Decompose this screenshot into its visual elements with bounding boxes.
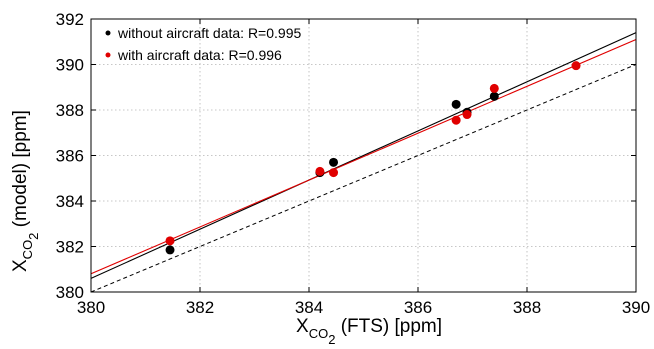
data-point-series-0 (451, 99, 461, 109)
y-axis-label: XCO2 (model) [ppm] (10, 110, 41, 272)
data-point-series-0 (329, 157, 339, 167)
data-point-series-0 (489, 91, 499, 101)
x-tick-label: 388 (513, 298, 541, 317)
data-point-series-1 (165, 236, 175, 246)
x-tick-label: 384 (295, 298, 323, 317)
x-tick-label: 380 (77, 298, 105, 317)
y-tick-label: 380 (56, 283, 84, 302)
x-tick-label: 390 (622, 298, 650, 317)
data-point-series-1 (451, 115, 461, 125)
axis-ticks: 380 382 384 386 388 390 380 382 384 386 388 390 392 (56, 10, 651, 317)
legend-marker-without-aircraft (105, 30, 111, 36)
y-tick-label: 384 (56, 192, 84, 211)
y-tick-label: 390 (56, 56, 84, 75)
y-tick-label: 388 (56, 101, 84, 120)
fit-lines (90, 32, 637, 293)
legend: without aircraft data: R=0.995 with airc… (105, 25, 301, 63)
data-point-series-1 (329, 168, 339, 178)
legend-label-without-aircraft: without aircraft data: R=0.995 (117, 25, 301, 41)
fit-line-series-1 (90, 38, 637, 275)
y-tick-label: 386 (56, 147, 84, 166)
data-point-series-1 (462, 110, 472, 120)
legend-marker-with-aircraft (105, 52, 111, 58)
data-point-series-0 (165, 245, 175, 255)
legend-label-with-aircraft: with aircraft data: R=0.996 (117, 47, 282, 63)
fit-line-series-0 (90, 32, 637, 279)
data-point-series-1 (489, 83, 499, 93)
data-points (165, 61, 581, 255)
x-tick-label: 386 (404, 298, 432, 317)
y-tick-label: 382 (56, 238, 84, 257)
one-to-one-reference-line (90, 64, 637, 293)
y-tick-label: 392 (56, 10, 84, 29)
x-axis-label: XCO2 (FTS) [ppm] (296, 316, 442, 347)
data-point-series-1 (571, 61, 581, 71)
data-point-series-1 (315, 166, 325, 176)
x-tick-label: 382 (186, 298, 214, 317)
